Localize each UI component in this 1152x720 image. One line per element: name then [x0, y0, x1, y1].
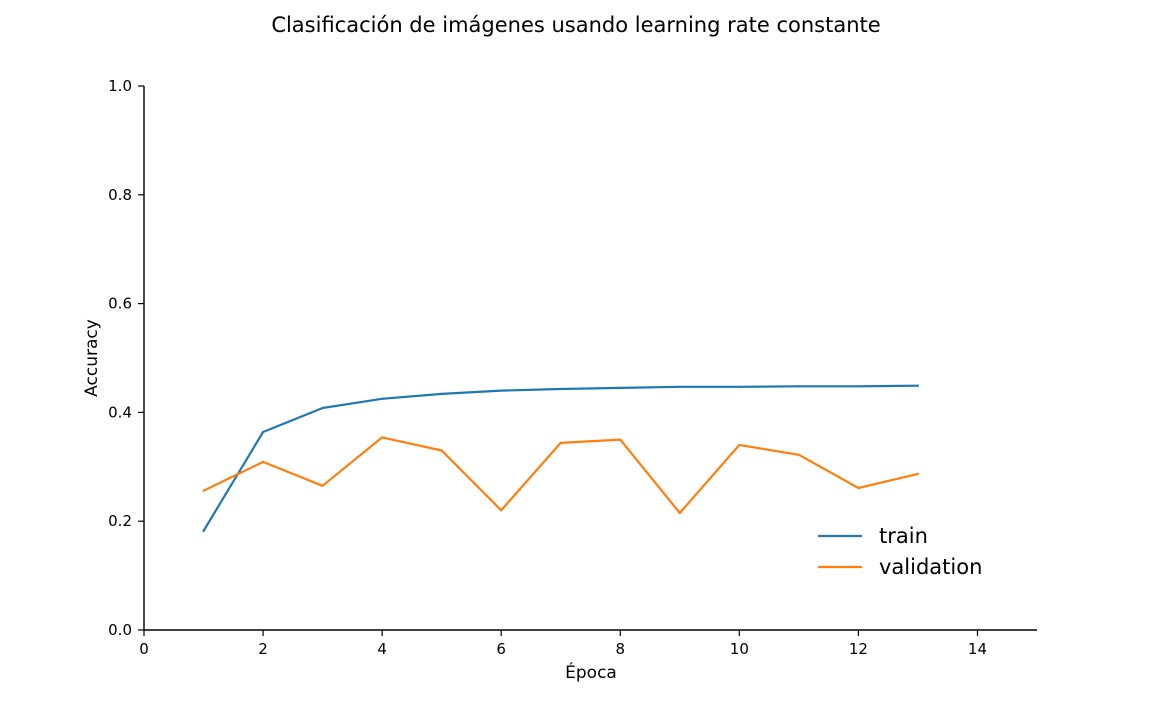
x-tick-label: 0 — [139, 640, 149, 658]
data-point-train — [440, 392, 443, 396]
data-point-train — [381, 397, 384, 400]
data-point-validation — [797, 453, 800, 456]
y-tick-label: 1.0 — [108, 77, 132, 95]
x-tick-label: 6 — [496, 640, 506, 658]
data-point-train — [857, 385, 860, 388]
data-point-validation — [738, 443, 741, 447]
y-axis-title: Accuracy — [82, 319, 102, 397]
data-point-validation — [500, 509, 503, 512]
data-point-validation — [202, 489, 205, 492]
series-line-validation — [203, 436, 919, 515]
x-tick-label: 4 — [377, 640, 387, 658]
x-ticks: 0 2 4 6 8 10 12 14 — [139, 630, 987, 658]
data-point-train — [321, 406, 324, 410]
legend: train validation — [818, 524, 982, 579]
data-point-train — [738, 385, 741, 388]
x-axis-title: Época — [565, 661, 617, 683]
data-point-validation — [559, 441, 562, 444]
y-ticks: 0.0 0.2 0.4 0.6 0.8 1.0 — [108, 77, 144, 639]
data-point-train — [619, 386, 622, 390]
data-point-train — [261, 430, 265, 434]
x-tick-label: 2 — [258, 640, 268, 658]
y-tick-label: 0.6 — [108, 295, 132, 313]
data-point-validation — [440, 449, 443, 452]
x-tick-label: 10 — [730, 640, 749, 658]
data-point-validation — [678, 511, 681, 515]
data-point-validation — [321, 484, 324, 487]
legend-label-validation: validation — [879, 555, 982, 579]
y-tick-label: 0.0 — [108, 621, 132, 639]
y-tick-label: 0.2 — [108, 512, 132, 530]
x-tick-label: 8 — [615, 640, 625, 658]
data-point-train — [797, 385, 800, 388]
x-tick-label: 14 — [968, 640, 987, 658]
chart-title: Clasificación de imágenes usando learnin… — [271, 13, 880, 37]
series-line-train — [202, 384, 918, 532]
data-point-train — [559, 387, 562, 391]
data-point-train — [202, 529, 205, 533]
data-point-train — [916, 384, 920, 387]
data-point-validation — [381, 436, 384, 439]
data-point-train — [678, 385, 681, 388]
y-tick-label: 0.8 — [108, 186, 132, 204]
data-point-validation — [261, 460, 265, 464]
data-point-train — [500, 389, 503, 392]
x-tick-label: 12 — [849, 640, 868, 658]
data-point-validation — [916, 472, 920, 475]
legend-label-train: train — [879, 524, 928, 548]
y-tick-label: 0.4 — [108, 403, 132, 421]
data-point-validation — [857, 486, 860, 490]
plot-area — [202, 384, 920, 533]
data-point-validation — [619, 438, 622, 441]
